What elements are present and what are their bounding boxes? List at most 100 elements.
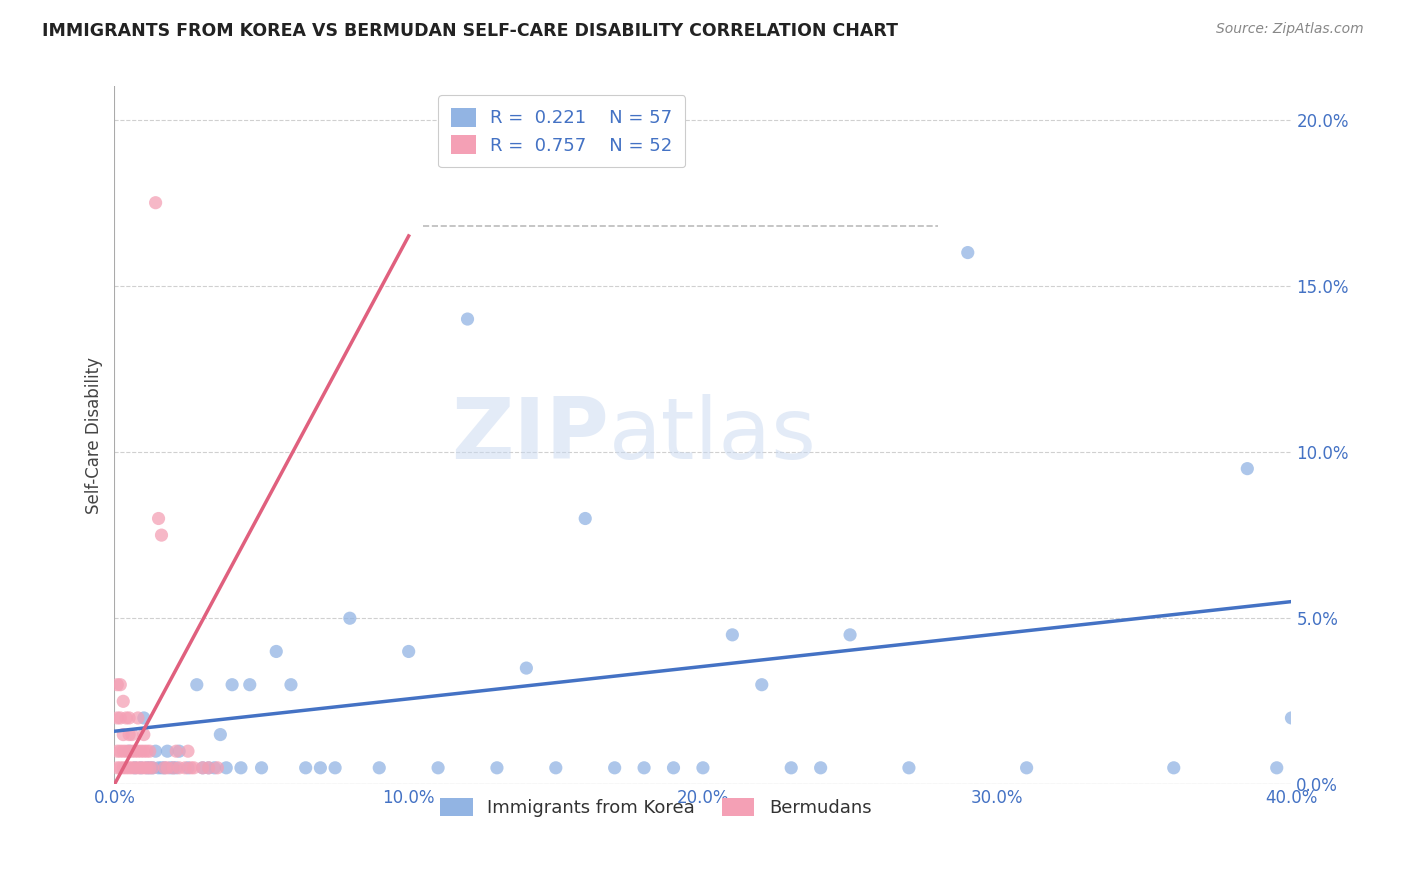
Point [156,761,179,775]
Point [135,761,157,775]
Text: Source: ZipAtlas.com: Source: ZipAtlas.com [1216,22,1364,37]
Y-axis label: Self-Care Disability: Self-Care Disability [86,357,103,514]
Point [112,728,135,742]
Point [121,744,143,758]
Text: IMMIGRANTS FROM KOREA VS BERMUDAN SELF-CARE DISABILITY CORRELATION CHART: IMMIGRANTS FROM KOREA VS BERMUDAN SELF-C… [42,22,898,40]
Point [1236,461,1258,475]
Point [209,728,232,742]
Point [427,761,450,775]
Point [780,761,803,775]
Point [183,761,205,775]
Point [294,761,316,775]
Point [124,761,146,775]
Point [177,744,200,758]
Point [150,528,173,542]
Point [197,761,219,775]
Point [215,761,238,775]
Point [129,761,152,775]
Point [186,678,208,692]
Point [544,761,567,775]
Legend: Immigrants from Korea, Bermudans: Immigrants from Korea, Bermudans [433,790,879,824]
Point [148,511,170,525]
Point [167,744,190,758]
Point [132,744,155,758]
Point [105,761,128,775]
Point [197,761,219,775]
Point [129,744,152,758]
Point [174,761,197,775]
Point [221,678,243,692]
Point [574,511,596,525]
Point [162,761,184,775]
Point [280,678,302,692]
Point [145,744,167,758]
Point [229,761,252,775]
Point [167,761,190,775]
Point [132,761,155,775]
Point [515,661,537,675]
Point [105,678,128,692]
Point [124,744,146,758]
Point [118,711,141,725]
Point [118,761,141,775]
Point [956,245,979,260]
Point [115,744,138,758]
Point [721,628,744,642]
Point [165,744,187,758]
Point [145,195,167,210]
Point [177,761,200,775]
Point [138,761,160,775]
Point [127,711,149,725]
Point [810,761,832,775]
Point [485,761,508,775]
Point [692,761,714,775]
Point [662,761,685,775]
Point [159,761,181,775]
Point [603,761,626,775]
Point [142,761,165,775]
Point [165,761,187,775]
Point [751,678,773,692]
Point [457,312,479,326]
Text: atlas: atlas [609,394,817,477]
Point [110,678,132,692]
Point [112,744,135,758]
Point [897,761,920,775]
Point [138,761,160,775]
Point [129,761,152,775]
Point [118,728,141,742]
Point [339,611,361,625]
Point [135,744,157,758]
Point [121,728,143,742]
Point [250,761,273,775]
Point [207,761,229,775]
Point [150,761,173,775]
Point [110,744,132,758]
Point [323,761,346,775]
Point [112,694,135,708]
Point [1163,761,1185,775]
Point [132,711,155,725]
Point [110,761,132,775]
Point [138,744,160,758]
Point [153,761,176,775]
Point [135,761,157,775]
Point [839,628,862,642]
Point [121,761,143,775]
Point [633,761,655,775]
Point [105,744,128,758]
Point [368,761,391,775]
Point [162,761,184,775]
Point [309,761,332,775]
Point [1015,761,1038,775]
Point [142,761,165,775]
Point [127,761,149,775]
Point [191,761,214,775]
Point [112,761,135,775]
Point [398,644,420,658]
Point [239,678,262,692]
Point [148,761,170,775]
Point [115,761,138,775]
Point [180,761,202,775]
Point [204,761,226,775]
